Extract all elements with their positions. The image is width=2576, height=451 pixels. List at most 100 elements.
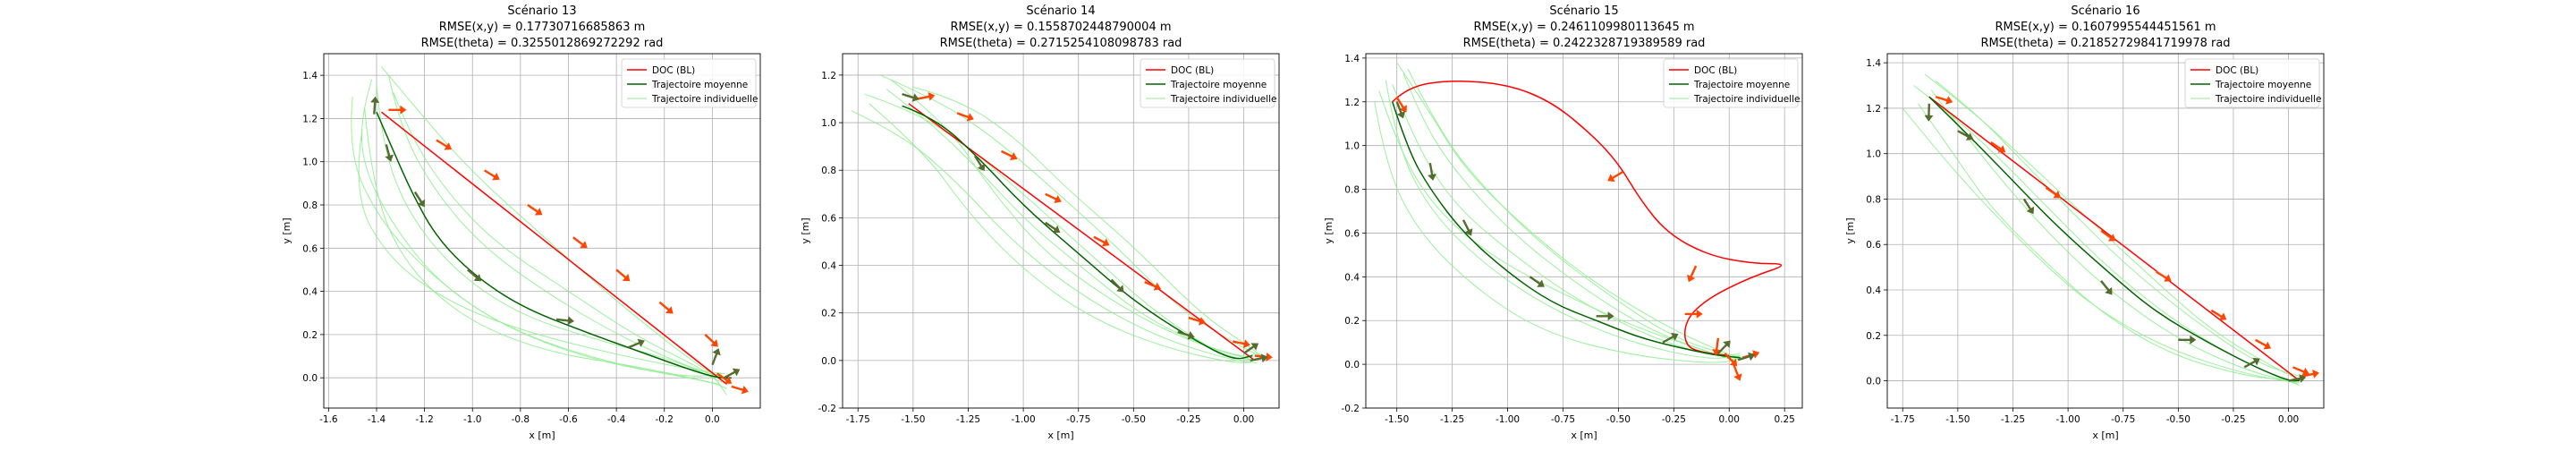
x-tick-label: 0.25: [1774, 414, 1794, 425]
axes-frame: [842, 53, 1280, 409]
individual-trajectory: [1392, 84, 1741, 357]
doc-arrow: [917, 92, 936, 101]
mean-arrow: [1957, 130, 1974, 140]
x-tick-label: -0.2: [655, 414, 674, 425]
mean-arrow: [556, 316, 574, 326]
legend-box: [621, 58, 757, 108]
y-tick-label: 1.0: [1344, 141, 1360, 152]
legend-box: [1140, 58, 1275, 108]
mean-arrow: [1110, 278, 1124, 293]
mean-arrow: [1529, 276, 1545, 287]
mean-arrow: [1737, 352, 1756, 362]
x-tick-label: -1.75: [846, 414, 870, 425]
x-tick-label: -1.00: [1496, 414, 1520, 425]
mean-arrow: [413, 191, 426, 208]
mean-trajectory: [1928, 96, 2300, 382]
doc-arrow: [1724, 353, 1738, 367]
x-tick-label: -0.8: [512, 414, 530, 425]
doc-arrow: [1395, 97, 1407, 113]
doc-arrow: [1684, 309, 1703, 319]
subplot-4: Scénario 16 RMSE(x,y) = 0.160799554445156…: [1844, 4, 2325, 441]
x-tick-label: -1.2: [415, 414, 434, 425]
x-tick-label: -1.25: [2001, 414, 2025, 425]
mean-arrow: [2100, 280, 2113, 295]
subplot-2: Scénario 14 RMSE(x,y) = 0.155870244879000…: [800, 4, 1280, 441]
doc-arrow: [436, 139, 453, 150]
x-tick-label: 0.0: [705, 414, 720, 425]
mean-arrow: [1177, 330, 1195, 340]
doc-arrow: [716, 372, 733, 384]
doc-arrow: [1045, 192, 1062, 203]
individual-trajectory: [1396, 62, 1743, 359]
y-axis-label: y [m]: [1844, 217, 1856, 243]
individual-trajectory: [1385, 80, 1741, 359]
y-tick-label: 1.2: [821, 71, 836, 81]
chart-title: Scénario 16: [2071, 4, 2140, 18]
axes-frame: [323, 53, 761, 409]
x-tick-label: -0.50: [1122, 414, 1146, 425]
doc-arrow: [658, 301, 674, 314]
legend-label: DOC (BL): [1171, 65, 1214, 76]
x-tick-label: -1.0: [463, 414, 482, 425]
y-tick-label: 0.4: [821, 261, 836, 272]
legend: DOC (BL) Trajectoire moyenne Trajectoire i…: [2184, 58, 2321, 108]
chart-title: Scénario 13: [507, 4, 576, 18]
x-tick-label: -1.4: [368, 414, 386, 425]
mean-arrow: [2243, 357, 2260, 369]
doc-arrow: [2292, 366, 2309, 376]
x-tick-label: -0.75: [1066, 414, 1090, 425]
chart-subtitle1: RMSE(x,y) = 0.17730716685863 m: [439, 21, 646, 34]
individual-trajectory: [387, 75, 724, 379]
individual-trajectory: [1402, 72, 1736, 361]
y-tick-label: 0.8: [302, 200, 318, 211]
doc-arrow: [1000, 149, 1018, 161]
plot-area: [1902, 73, 2319, 387]
axes-frame: [1365, 53, 1803, 409]
doc-arrow: [572, 236, 588, 249]
legend-label: Trajectoire moyenne: [1170, 80, 1267, 90]
x-tick-label: -0.4: [607, 414, 626, 425]
individual-trajectory: [351, 97, 724, 377]
mean-arrow: [1717, 340, 1731, 354]
x-tick-label: 0.00: [1719, 414, 1740, 425]
mean-arrow: [711, 348, 721, 366]
doc-arrow: [1233, 339, 1250, 349]
x-tick-label: -0.50: [2166, 414, 2190, 425]
legend-label: Trajectoire individuelle: [651, 94, 758, 105]
y-tick-label: 1.2: [1866, 104, 1881, 115]
legend-label: Trajectoire moyenne: [651, 80, 748, 90]
mean-arrow: [628, 338, 645, 349]
mean-arrow: [902, 93, 919, 102]
x-tick-label: -0.6: [559, 414, 578, 425]
y-tick-label: 0.8: [1866, 194, 1881, 205]
individual-trajectory: [879, 74, 1262, 356]
doc-arrow: [2210, 309, 2227, 320]
y-tick-label: 1.0: [1866, 149, 1881, 160]
mean-arrow: [1662, 333, 1679, 344]
doc-arrow: [1144, 281, 1162, 291]
chart-title: Scénario 15: [1549, 4, 1618, 18]
doc-arrow: [484, 169, 500, 181]
y-tick-label: 0.2: [302, 330, 318, 341]
x-axis-label: x [m]: [1047, 430, 1073, 441]
doc-arrow: [1188, 316, 1207, 326]
chart-subtitle1: RMSE(x,y) = 0.1607995544451561 m: [1995, 21, 2216, 34]
y-tick-label: 1.4: [1344, 54, 1360, 64]
chart-subtitle2: RMSE(theta) = 0.3255012869272292 rad: [421, 37, 664, 50]
y-tick-label: 0.0: [1866, 377, 1881, 387]
y-tick-label: 0.2: [1866, 331, 1881, 342]
mean-arrow: [385, 144, 394, 162]
x-tick-label: -1.50: [1945, 414, 1970, 425]
doc-arrow: [615, 268, 631, 282]
individual-trajectory: [364, 107, 720, 385]
x-tick-label: 0.00: [2278, 414, 2299, 425]
x-axis-label: x [m]: [529, 430, 555, 441]
y-tick-label: -0.2: [1342, 404, 1360, 414]
x-tick-label: -1.25: [1440, 414, 1464, 425]
plot-area: [851, 74, 1273, 364]
individual-trajectory: [1930, 89, 2300, 384]
individual-trajectory: [1902, 107, 2298, 384]
mean-arrow: [1250, 353, 1268, 363]
legend-label: Trajectoire individuelle: [1693, 94, 1800, 105]
x-tick-label: -1.50: [901, 414, 925, 425]
